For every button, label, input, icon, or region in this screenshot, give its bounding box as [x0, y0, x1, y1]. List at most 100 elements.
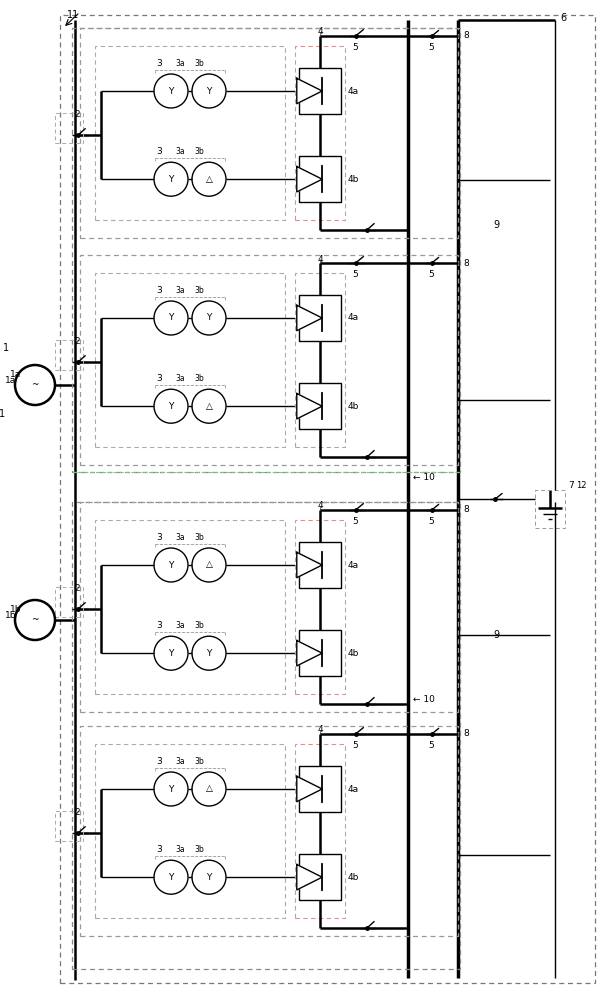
Text: 5: 5: [428, 43, 434, 52]
Text: 4b: 4b: [348, 175, 359, 184]
Polygon shape: [297, 166, 322, 192]
Text: 3a: 3a: [175, 374, 184, 383]
Text: 3a: 3a: [175, 845, 184, 854]
Text: 1a: 1a: [10, 370, 22, 379]
Text: 3a: 3a: [175, 147, 184, 156]
Bar: [80, 255, 458, 465]
Bar: [299, 854, 341, 900]
Text: 1b: 1b: [10, 605, 22, 614]
Text: 11: 11: [67, 10, 79, 20]
Text: Y: Y: [169, 175, 173, 184]
Polygon shape: [297, 640, 322, 666]
Text: 5: 5: [428, 270, 434, 279]
Text: ~: ~: [31, 380, 39, 389]
Polygon shape: [297, 393, 322, 419]
Text: 2: 2: [74, 337, 80, 346]
Text: 3b: 3b: [194, 374, 204, 383]
Bar: [535, 490, 565, 528]
Text: 3b: 3b: [194, 621, 204, 630]
Text: 8: 8: [463, 730, 469, 738]
Text: 5: 5: [352, 517, 358, 526]
Text: 4b: 4b: [348, 649, 359, 658]
Text: 3b: 3b: [194, 757, 204, 766]
Bar: [95, 744, 285, 918]
Bar: [295, 273, 345, 447]
Text: 4a: 4a: [348, 560, 359, 570]
Text: 3a: 3a: [175, 59, 184, 68]
Bar: [295, 744, 345, 918]
Text: 3: 3: [156, 147, 162, 156]
Bar: [95, 520, 285, 694]
Text: Y: Y: [206, 649, 212, 658]
Text: Y: Y: [169, 784, 173, 794]
Bar: [299, 295, 341, 341]
Text: 3: 3: [156, 286, 162, 295]
Text: 4b: 4b: [348, 402, 359, 411]
Text: 3: 3: [156, 533, 162, 542]
Text: 4a: 4a: [348, 314, 359, 322]
Text: 8: 8: [463, 258, 469, 267]
Text: 3b: 3b: [194, 147, 204, 156]
Text: △: △: [205, 560, 212, 570]
Text: 3a: 3a: [175, 286, 184, 295]
Polygon shape: [297, 552, 322, 578]
Polygon shape: [297, 78, 322, 104]
Text: 3b: 3b: [194, 59, 204, 68]
Text: 2: 2: [74, 584, 80, 593]
Polygon shape: [297, 864, 322, 890]
Text: 4: 4: [317, 254, 323, 263]
Text: 3b: 3b: [194, 286, 204, 295]
Bar: [60, 15, 595, 983]
Text: 1b: 1b: [5, 611, 17, 620]
Bar: [80, 726, 458, 936]
Text: 4b: 4b: [348, 873, 359, 882]
Bar: [55, 113, 83, 143]
Text: 3: 3: [156, 757, 162, 766]
Text: Y: Y: [206, 87, 212, 96]
Text: 4: 4: [317, 726, 323, 734]
Text: 5: 5: [352, 741, 358, 750]
Text: 4: 4: [317, 502, 323, 510]
Text: 3a: 3a: [175, 533, 184, 542]
Bar: [80, 28, 458, 238]
Text: 3b: 3b: [194, 845, 204, 854]
Text: 3a: 3a: [175, 621, 184, 630]
Text: 2: 2: [74, 110, 80, 119]
Polygon shape: [297, 305, 322, 331]
Bar: [80, 502, 458, 712]
Text: 3: 3: [156, 59, 162, 68]
Bar: [299, 156, 341, 202]
Bar: [95, 273, 285, 447]
Text: 5: 5: [428, 741, 434, 750]
Text: 12: 12: [576, 481, 587, 490]
Bar: [295, 520, 345, 694]
Text: Y: Y: [169, 87, 173, 96]
Text: Y: Y: [206, 873, 212, 882]
Text: Y: Y: [169, 649, 173, 658]
Text: △: △: [205, 784, 212, 794]
Text: 1: 1: [0, 409, 5, 419]
Bar: [55, 340, 83, 370]
Text: Y: Y: [169, 314, 173, 322]
Text: 1a: 1a: [5, 376, 16, 385]
Bar: [299, 542, 341, 588]
Text: 8: 8: [463, 31, 469, 40]
Text: 3b: 3b: [194, 533, 204, 542]
Text: 8: 8: [463, 506, 469, 514]
Text: 1: 1: [3, 343, 9, 353]
Text: △: △: [205, 175, 212, 184]
Bar: [299, 383, 341, 429]
Text: Y: Y: [206, 314, 212, 322]
Text: 3a: 3a: [175, 757, 184, 766]
Text: 6: 6: [560, 13, 566, 23]
Text: ← 10: ← 10: [413, 696, 435, 704]
Polygon shape: [297, 776, 322, 802]
Text: 9: 9: [493, 630, 499, 640]
Text: 5: 5: [428, 517, 434, 526]
Bar: [295, 46, 345, 220]
Bar: [299, 68, 341, 114]
Text: Y: Y: [169, 873, 173, 882]
Bar: [95, 46, 285, 220]
Text: 3: 3: [156, 374, 162, 383]
Text: 3: 3: [156, 621, 162, 630]
